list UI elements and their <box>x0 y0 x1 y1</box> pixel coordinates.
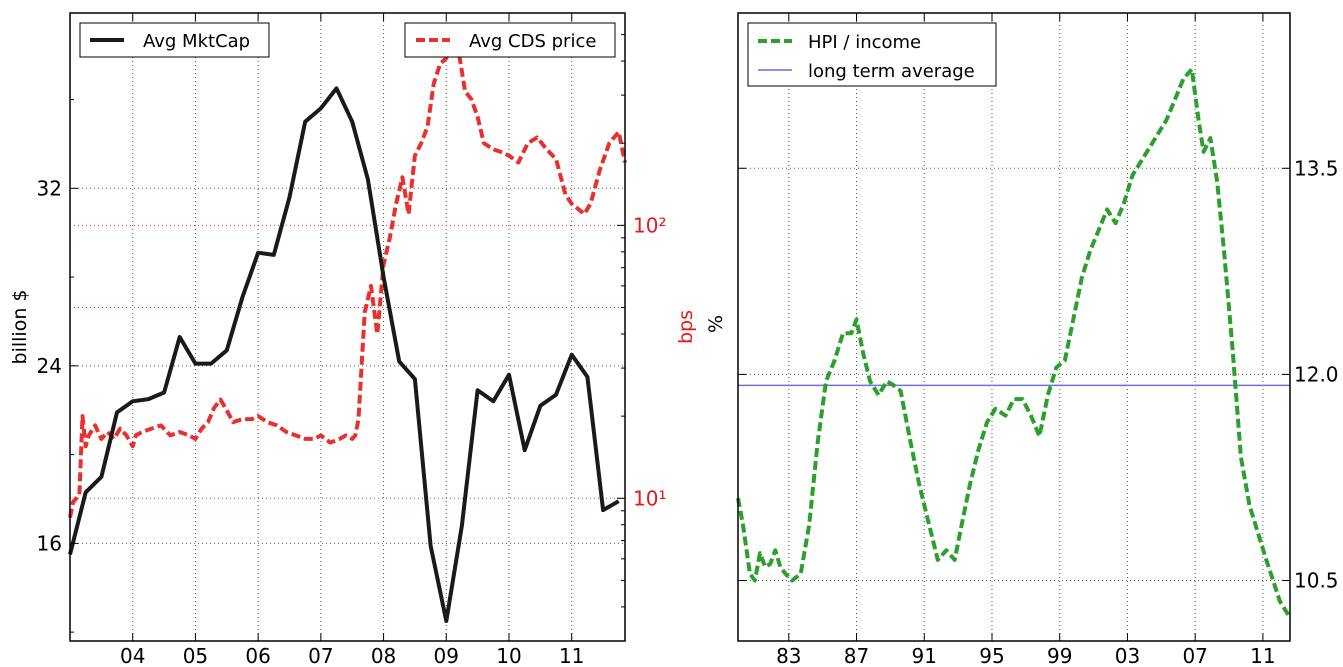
x-tick-label: 08 <box>371 644 396 667</box>
y-tick-label: 13.5 <box>1294 156 1339 180</box>
x-tick-label: 06 <box>245 644 270 667</box>
x-tick-label: 09 <box>434 644 459 667</box>
series-line-hpi-income <box>736 67 1291 616</box>
legend-mktcap: Avg MktCap <box>79 22 270 58</box>
legend-label: Avg MktCap <box>143 31 250 52</box>
y2-tick-label: 10¹ <box>633 486 666 510</box>
x-tick-label: 83 <box>776 644 801 667</box>
y-axis-title: billion $ <box>9 290 31 365</box>
y-axis-title: % <box>705 315 727 333</box>
plot-frame <box>737 12 1291 642</box>
legend-label: long term average <box>808 61 975 82</box>
x-tick-label: 10 <box>496 644 521 667</box>
x-tick-label: 04 <box>120 644 145 667</box>
y-tick-label: 16 <box>37 531 62 555</box>
legend-box <box>747 22 997 87</box>
legend-cds: Avg CDS price <box>404 22 616 58</box>
y-tick-label: 32 <box>37 176 62 200</box>
y-tick-label: 12.0 <box>1294 362 1339 386</box>
legend-label: Avg CDS price <box>469 31 596 52</box>
x-tick-label: 91 <box>912 644 937 667</box>
x-tick-label: 03 <box>1115 644 1140 667</box>
y2-tick-label: 10² <box>633 213 666 237</box>
legend-hpi: HPI / income long term average <box>747 22 997 87</box>
series-line-avg-cds-price <box>68 39 627 518</box>
y-tick-label: 10.5 <box>1294 569 1339 593</box>
legend-box <box>404 22 616 58</box>
x-tick-label: 11 <box>1250 644 1275 667</box>
x-tick-label: 11 <box>559 644 584 667</box>
plot-frame <box>69 12 626 642</box>
left-chart: 04 05 06 07 08 09 10 11 16 24 32 10¹ 10² billion $ bps… <box>9 12 697 667</box>
series-line-avg-mktcap <box>68 86 620 623</box>
x-tick-label: 05 <box>183 644 208 667</box>
y2-axis-title: bps <box>675 310 697 344</box>
x-tick-label: 87 <box>844 644 869 667</box>
x-tick-label: 95 <box>979 644 1004 667</box>
right-chart: 83 87 91 95 99 03 07 11 10.5 12.0 13.5% HPI / incom… <box>705 12 1339 667</box>
y-tick-label: 24 <box>37 354 62 378</box>
x-tick-label: 07 <box>308 644 333 667</box>
x-tick-label: 99 <box>1047 644 1072 667</box>
legend-label: HPI / income <box>808 32 921 53</box>
x-tick-label: 07 <box>1182 644 1207 667</box>
